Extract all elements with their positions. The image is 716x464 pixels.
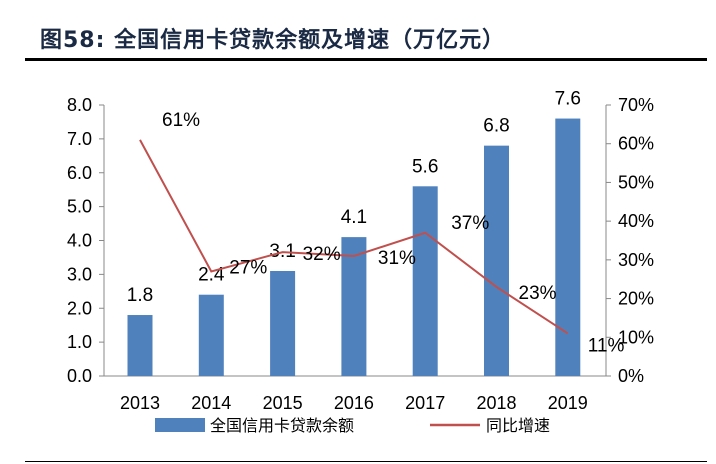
bar: [412, 186, 438, 376]
legend-bar-swatch: [155, 418, 205, 432]
left-tick-label: 7.0: [67, 129, 92, 149]
bar: [484, 145, 509, 376]
right-tick-label: 40%: [618, 211, 654, 231]
right-tick-label: 20%: [618, 289, 654, 309]
bar-value-label: 5.6: [412, 156, 438, 177]
line-value-label: 32%: [303, 244, 341, 265]
bar: [198, 294, 224, 376]
left-tick-label: 0.0: [67, 366, 92, 386]
x-tick-label: 2015: [263, 393, 303, 413]
title-underline: [25, 58, 707, 61]
bar: [270, 270, 296, 376]
left-tick-label: 5.0: [67, 197, 92, 217]
line-value-label: 27%: [229, 257, 267, 278]
x-tick-label: 2013: [120, 393, 160, 413]
x-tick-label: 2019: [548, 393, 588, 413]
left-tick-label: 3.0: [67, 264, 92, 284]
legend-line-label: 同比增速: [486, 416, 550, 435]
legend-bar-label: 全国信用卡贷款余额: [210, 416, 354, 435]
right-tick-label: 50%: [618, 172, 654, 192]
x-tick-label: 2018: [476, 393, 516, 413]
line-value-label: 61%: [162, 110, 200, 131]
x-tick-label: 2016: [334, 393, 374, 413]
bar-value-label: 4.1: [341, 207, 367, 228]
left-tick-label: 6.0: [67, 163, 92, 183]
left-tick-label: 8.0: [67, 95, 92, 115]
right-tick-label: 0%: [618, 366, 644, 386]
left-tick-label: 2.0: [67, 298, 92, 318]
left-tick-label: 1.0: [67, 332, 92, 352]
chart-title: 图58: 全国信用卡贷款余额及增速（万亿元）: [40, 28, 506, 53]
bar-value-label: 1.8: [127, 285, 153, 306]
bar-value-label: 6.8: [483, 116, 509, 137]
right-tick-label: 70%: [618, 95, 654, 115]
bar: [127, 315, 153, 376]
bottom-rule: [25, 461, 707, 462]
line-value-label: 37%: [451, 213, 489, 234]
line-value-label: 31%: [378, 248, 416, 269]
bar-value-label: 7.6: [555, 89, 581, 110]
right-tick-label: 60%: [618, 134, 654, 154]
bar: [341, 237, 367, 376]
line-value-label: 11%: [588, 335, 625, 356]
line-value-label: 23%: [519, 283, 557, 304]
right-tick-label: 30%: [618, 250, 654, 270]
x-tick-label: 2017: [405, 393, 445, 413]
x-tick-label: 2014: [191, 393, 231, 413]
bar: [555, 118, 581, 377]
right-tick-label: 10%: [618, 327, 654, 347]
left-tick-label: 4.0: [67, 231, 92, 251]
